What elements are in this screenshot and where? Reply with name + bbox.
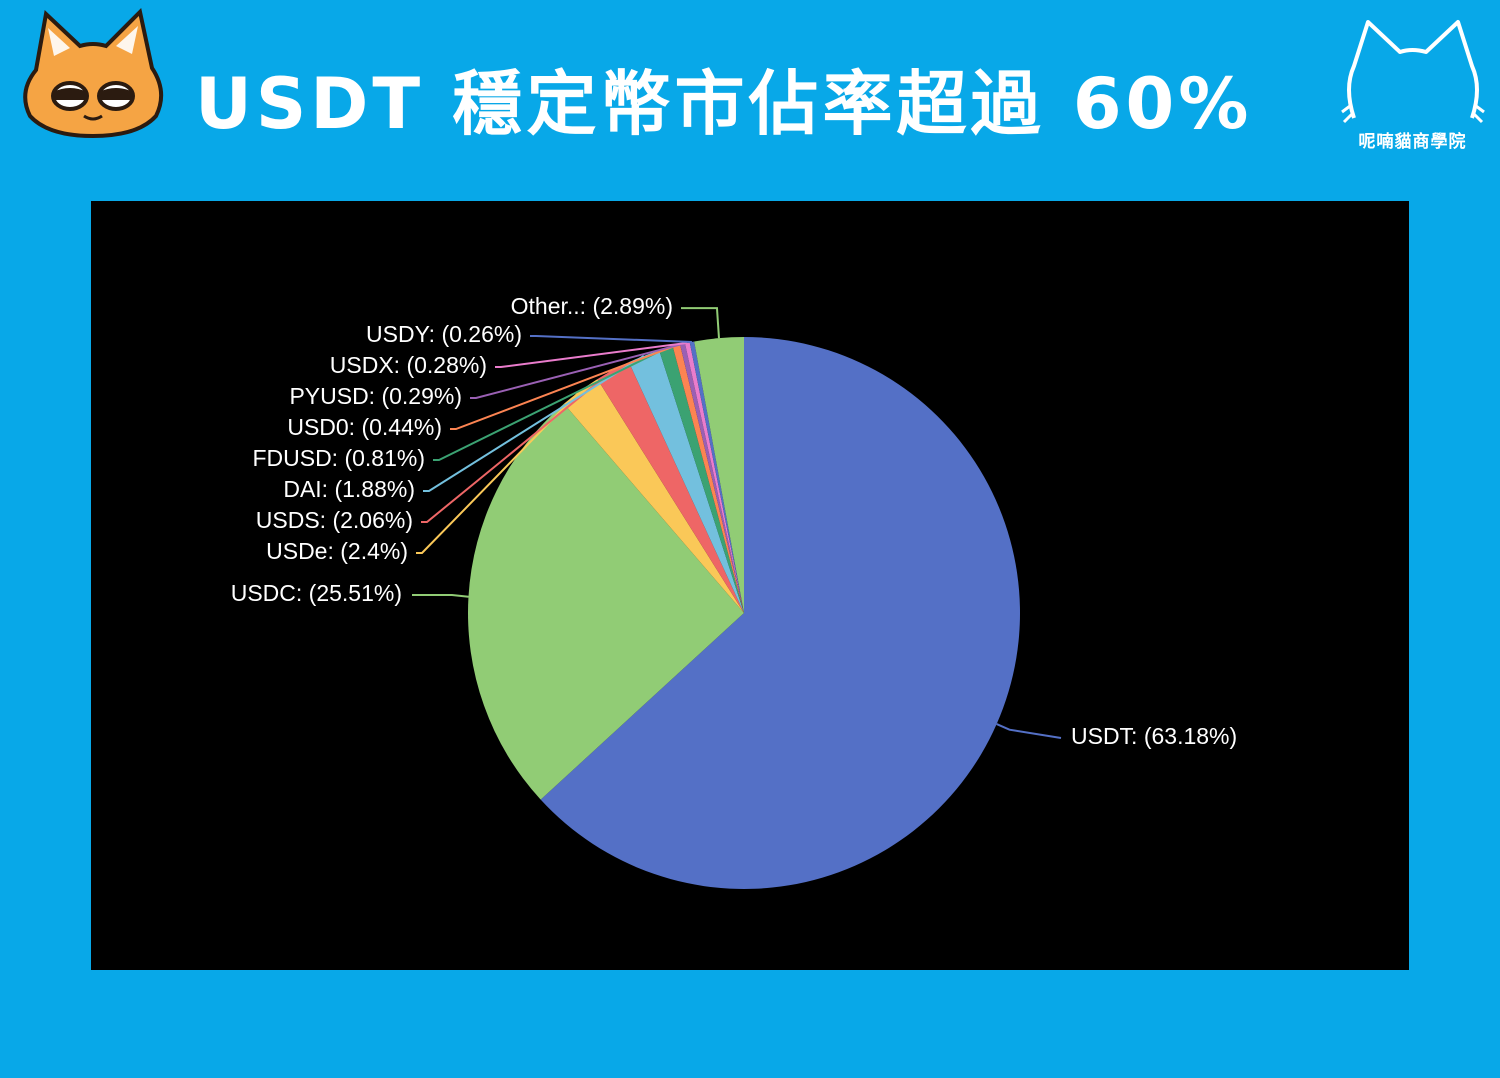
pie-slice-dai — [628, 350, 744, 613]
slice-label: USDX: (0.28%) — [330, 352, 487, 378]
slice-label: USDC: (25.51%) — [231, 580, 402, 606]
page-title: USDT 穩定幣市佔率超過 60% — [195, 63, 1253, 145]
leader-line — [433, 347, 667, 461]
leader-line — [450, 344, 677, 430]
slice-label: USDT: (63.18%) — [1071, 723, 1237, 749]
leader-line — [530, 335, 692, 343]
chart-panel: USDT: (63.18%) USDC: (25.51%) USDe: (2.4%)… — [91, 201, 1409, 970]
pie-chart: USDT: (63.18%) USDC: (25.51%) USDe: (2.4%)… — [231, 293, 1237, 890]
leader-line — [681, 307, 720, 339]
pie-slice-usdt — [540, 337, 1020, 890]
leader-line — [416, 390, 581, 554]
cat-outline-logo-icon — [1341, 20, 1485, 124]
slice-label: USD0: (0.44%) — [287, 414, 442, 440]
slice-label: PYUSD: (0.29%) — [289, 383, 462, 409]
leader-line — [423, 354, 645, 492]
leader-line — [495, 341, 688, 368]
leader-line — [412, 594, 469, 598]
header: USDT 穩定幣市佔率超過 60% 呢喃貓商學院 — [0, 0, 1500, 200]
slice-label: Other..: (2.89%) — [511, 293, 673, 319]
brand-name: 呢喃貓商學院 — [1358, 132, 1467, 152]
pie-slice-usd0 — [672, 344, 744, 613]
leader-line — [470, 342, 683, 399]
slice-label: USDe: (2.4%) — [266, 538, 408, 564]
pie-slice-fdusd — [659, 346, 744, 613]
pie-slice-usdx — [684, 342, 744, 613]
slice-label: FDUSD: (0.81%) — [252, 445, 425, 471]
pie-slice-usde — [563, 379, 744, 613]
pie-slice-usds — [597, 362, 744, 613]
pie-slice-usdc — [468, 403, 744, 800]
pie-slice-usdy — [689, 341, 744, 613]
slice-label: DAI: (1.88%) — [283, 476, 415, 502]
pie-slice-pyusd — [680, 343, 744, 613]
leader-line — [421, 369, 614, 523]
slice-label: USDS: (2.06%) — [256, 507, 413, 533]
orange-cat-face-icon — [23, 8, 164, 138]
pie-slice-other — [694, 337, 744, 613]
leader-line — [996, 723, 1062, 739]
slice-label: USDY: (0.26%) — [366, 321, 522, 347]
